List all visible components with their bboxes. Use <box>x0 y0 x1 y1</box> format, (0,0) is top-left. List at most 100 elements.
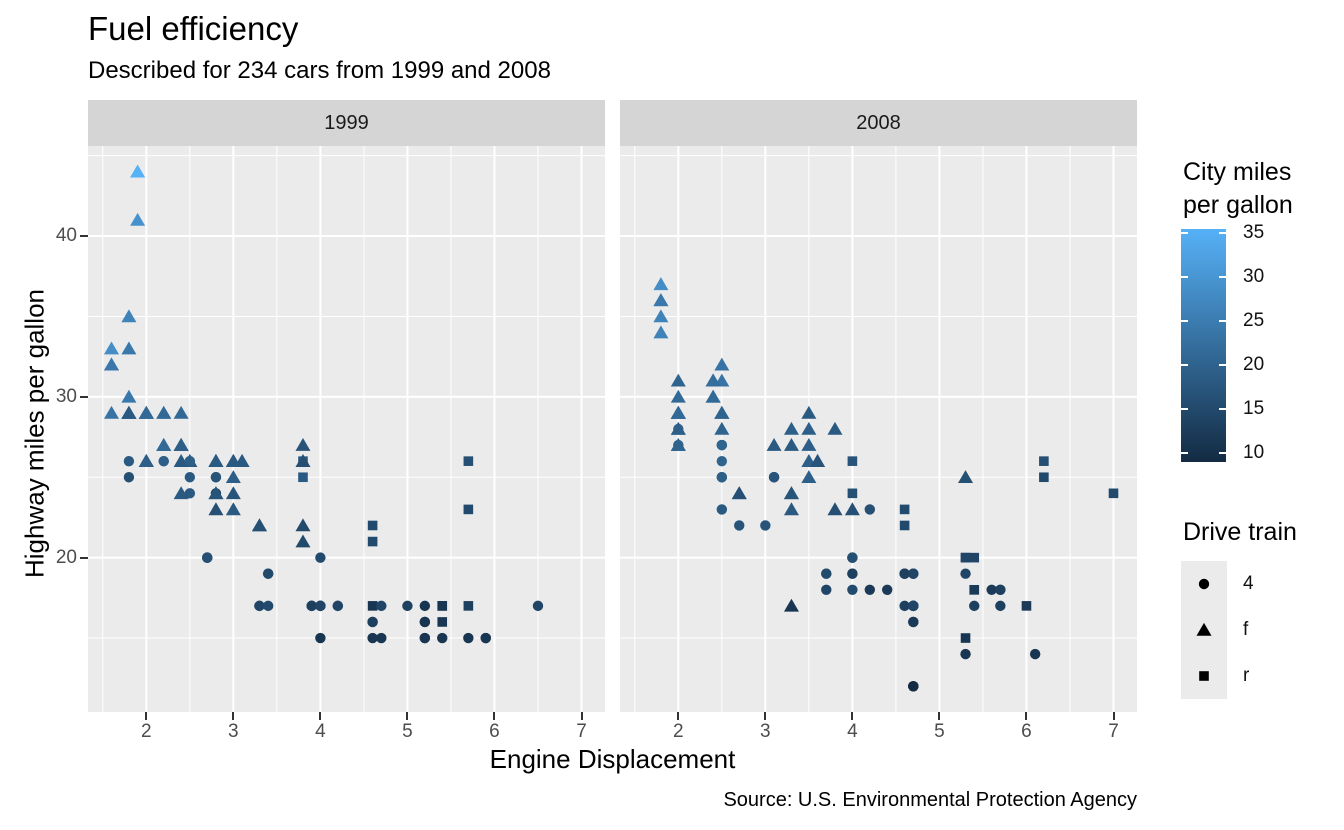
point-triangle <box>670 373 686 387</box>
x-tick-label: 3 <box>228 721 239 742</box>
page-title: Fuel efficiency <box>88 10 299 47</box>
colorbar-tick-label: 25 <box>1243 309 1265 331</box>
point-triangle <box>653 293 669 307</box>
point-triangle <box>138 405 154 419</box>
point-triangle <box>130 164 146 178</box>
point-triangle <box>766 437 782 451</box>
point-triangle <box>714 421 730 435</box>
colorbar-tick <box>1219 407 1226 410</box>
point-triangle <box>714 357 730 371</box>
point-square <box>847 456 858 466</box>
point-triangle <box>225 454 241 467</box>
point-circle <box>960 568 971 579</box>
point-triangle <box>670 389 686 403</box>
y-tick-mark <box>80 556 88 559</box>
point-triangle <box>783 486 799 500</box>
point-circle <box>184 488 196 499</box>
point-triangle <box>104 357 119 371</box>
point-triangle <box>705 373 721 387</box>
point-triangle <box>104 405 119 419</box>
point-triangle <box>653 277 669 291</box>
point-circle <box>532 600 544 612</box>
caption: Source: U.S. Environmental Protection Ag… <box>723 789 1137 811</box>
point-circle <box>367 616 378 628</box>
point-triangle <box>130 212 146 226</box>
legend-triangle-icon <box>1196 622 1212 636</box>
y-tick-label: 30 <box>55 385 77 407</box>
x-tick-label: 3 <box>760 721 771 742</box>
point-circle <box>716 439 728 451</box>
colorbar-tick <box>1181 232 1188 234</box>
colorbar-tick <box>1219 319 1226 322</box>
point-circle <box>768 472 780 483</box>
y-axis-title: Highway miles per gallon <box>19 288 50 579</box>
shape-legend-title: Drive train <box>1183 518 1297 546</box>
point-square <box>1199 671 1209 681</box>
x-tick-mark <box>145 712 148 720</box>
gridlines <box>88 146 605 712</box>
point-triangle <box>208 486 224 500</box>
point-square <box>969 552 980 563</box>
x-tick-mark <box>1112 712 1115 720</box>
legend-circle-icon <box>1198 578 1210 590</box>
point-circle <box>437 632 448 644</box>
scatter-2008 <box>620 146 1137 712</box>
facet-strip-label: 1999 <box>324 111 369 134</box>
point-circle <box>847 568 858 579</box>
point-triangle <box>295 518 311 532</box>
point-square <box>1039 472 1049 483</box>
point-circle <box>716 455 728 467</box>
point-circle <box>202 552 213 563</box>
point-triangle <box>104 341 119 355</box>
point-circle <box>315 552 326 563</box>
point-square <box>367 601 378 611</box>
point-triangle <box>156 405 172 419</box>
point-triangle <box>653 325 669 339</box>
colorbar-tick <box>1219 275 1226 278</box>
point-circle <box>995 600 1006 612</box>
x-tick-label: 4 <box>315 721 326 742</box>
point-square <box>1039 456 1049 466</box>
y-tick-mark <box>80 395 88 398</box>
point-triangle <box>670 421 686 435</box>
point-triangle <box>173 486 189 500</box>
colorbar-tick-label: 30 <box>1243 265 1265 287</box>
x-tick-label: 7 <box>1108 721 1119 742</box>
point-circle <box>986 584 997 595</box>
point-triangle <box>731 486 747 500</box>
points <box>104 164 544 644</box>
point-triangle <box>705 389 721 403</box>
colorbar-tick-label: 35 <box>1243 222 1265 243</box>
point-circle <box>908 681 919 692</box>
point-circle <box>821 568 832 579</box>
point-square <box>899 520 910 531</box>
y-tick-label: 40 <box>55 225 77 247</box>
x-tick-label: 7 <box>576 721 587 742</box>
point-circle <box>908 600 919 612</box>
point-circle <box>908 568 919 579</box>
point-triangle <box>156 437 172 451</box>
colorbar-tick <box>1181 363 1188 366</box>
x-tick-mark <box>764 712 767 720</box>
point-circle <box>995 584 1006 595</box>
point-circle <box>864 584 875 595</box>
point-square <box>899 504 910 515</box>
point-circle <box>480 632 491 644</box>
x-tick-label: 6 <box>1021 721 1032 742</box>
point-circle <box>254 600 265 612</box>
point-circle <box>419 616 431 628</box>
point-triangle <box>121 309 137 323</box>
point-circle <box>1198 578 1210 590</box>
colorbar-tick <box>1181 451 1188 454</box>
point-square <box>1108 488 1119 499</box>
y-tick-mark <box>80 235 88 238</box>
x-tick-label: 6 <box>489 721 500 742</box>
point-triangle <box>1196 622 1212 636</box>
point-circle <box>716 504 728 515</box>
x-tick-mark <box>1025 712 1028 720</box>
x-tick-label: 4 <box>847 721 858 742</box>
point-triangle <box>295 534 311 548</box>
point-circle <box>960 648 971 660</box>
colorbar-tick-label: 20 <box>1243 353 1265 375</box>
